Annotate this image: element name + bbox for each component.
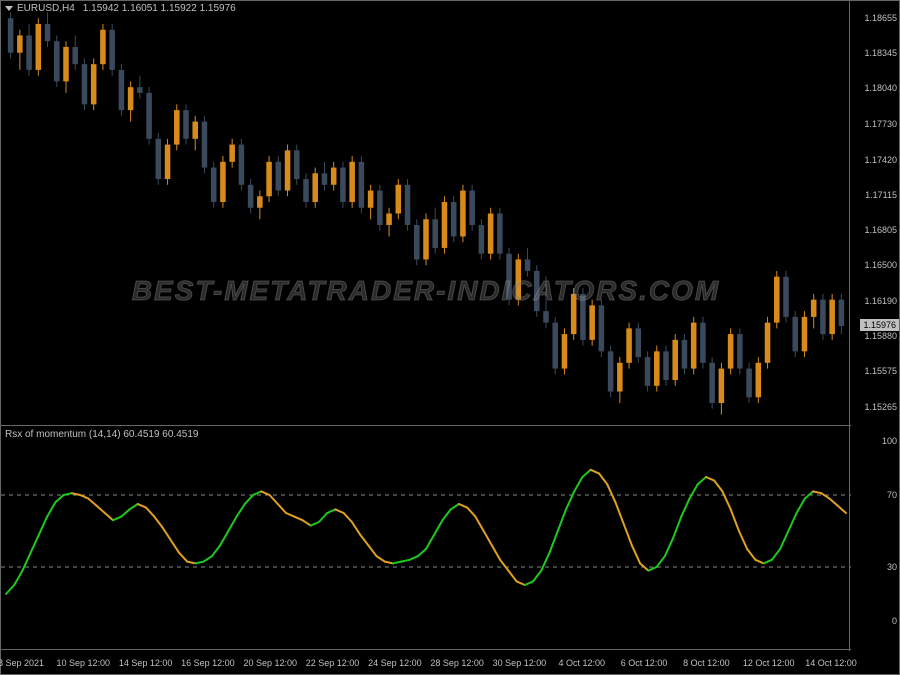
time-tick-label: 30 Sep 12:00 xyxy=(493,658,547,668)
indicator-chart[interactable] xyxy=(1,426,851,651)
indicator-tick-label: 100 xyxy=(882,436,897,446)
indicator-tick-label: 70 xyxy=(887,490,897,500)
symbol-label: EURUSD,H4 xyxy=(17,3,75,14)
time-tick-label: 12 Oct 12:00 xyxy=(743,658,795,668)
price-tick-label: 1.15575 xyxy=(864,366,897,376)
dropdown-icon[interactable] xyxy=(5,6,13,11)
price-tick-label: 1.18655 xyxy=(864,13,897,23)
price-tick-label: 1.15265 xyxy=(864,402,897,412)
time-tick-label: 8 Sep 2021 xyxy=(0,658,44,668)
price-tick-label: 1.18345 xyxy=(864,48,897,58)
time-x-axis: 8 Sep 2021 10 Sep 12:00 14 Sep 12:00 16 Sep… xyxy=(1,649,851,674)
price-tick-label: 1.15880 xyxy=(864,331,897,341)
price-tick-label: 1.18040 xyxy=(864,83,897,93)
price-tick-label: 1.16190 xyxy=(864,296,897,306)
current-price-marker: 1.15976 xyxy=(860,319,899,331)
main-price-chart[interactable]: BEST-METATRADER-INDICATORS.COM xyxy=(1,1,851,426)
time-tick-label: 10 Sep 12:00 xyxy=(57,658,111,668)
time-tick-label: 6 Oct 12:00 xyxy=(621,658,668,668)
price-tick-label: 1.16805 xyxy=(864,225,897,235)
indicator-tick-label: 30 xyxy=(887,562,897,572)
time-tick-label: 28 Sep 12:00 xyxy=(430,658,484,668)
indicator-title: Rsx of momentum (14,14) 60.4519 60.4519 xyxy=(5,429,198,440)
time-tick-label: 14 Oct 12:00 xyxy=(805,658,857,668)
time-tick-label: 4 Oct 12:00 xyxy=(559,658,606,668)
price-tick-label: 1.17115 xyxy=(865,190,897,200)
price-tick-label: 1.17420 xyxy=(864,155,897,165)
ohlc-label: 1.15942 1.16051 1.15922 1.15976 xyxy=(83,3,236,14)
price-tick-label: 1.17730 xyxy=(864,119,897,129)
time-tick-label: 14 Sep 12:00 xyxy=(119,658,173,668)
indicator-y-axis: 100 70 30 0 xyxy=(849,426,899,651)
time-tick-label: 20 Sep 12:00 xyxy=(243,658,297,668)
time-tick-label: 8 Oct 12:00 xyxy=(683,658,730,668)
time-tick-label: 24 Sep 12:00 xyxy=(368,658,422,668)
price-y-axis: 1.18655 1.18345 1.18040 1.17730 1.17420 1.171… xyxy=(849,1,899,426)
time-tick-label: 22 Sep 12:00 xyxy=(306,658,360,668)
time-tick-label: 16 Sep 12:00 xyxy=(181,658,235,668)
indicator-tick-label: 0 xyxy=(892,616,897,626)
chart-container: EURUSD,H4 1.15942 1.16051 1.15922 1.1597… xyxy=(0,0,900,675)
price-tick-label: 1.16500 xyxy=(864,260,897,270)
main-chart-title[interactable]: EURUSD,H4 1.15942 1.16051 1.15922 1.1597… xyxy=(5,3,236,14)
